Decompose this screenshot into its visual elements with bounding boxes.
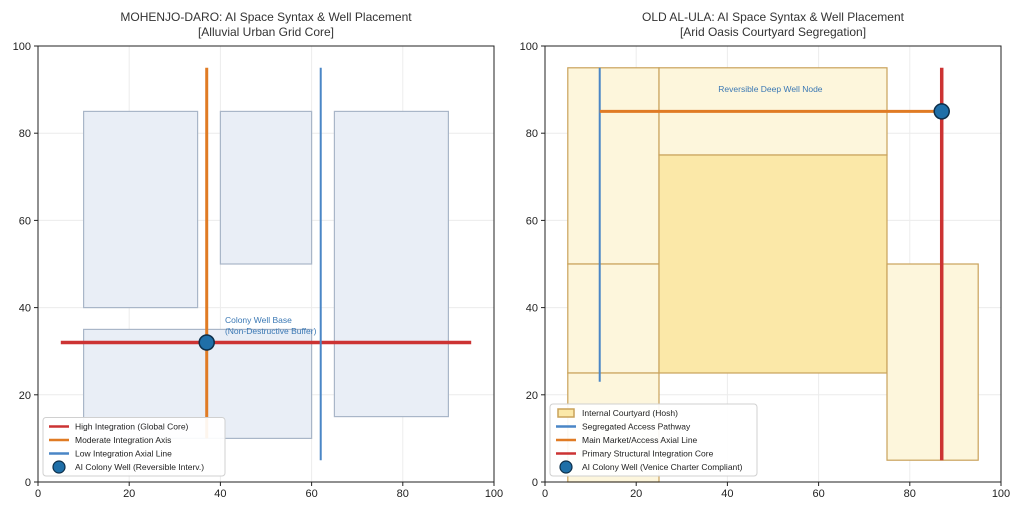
- right-legend-label-4: AI Colony Well (Venice Charter Compliant…: [582, 462, 743, 472]
- left-ytick-label-1: 20: [19, 390, 31, 402]
- left-legend-box: [42, 417, 226, 477]
- right-well-marker: [933, 103, 950, 120]
- left-ytick-label-2: 40: [19, 303, 31, 315]
- left-axes-frame: [37, 45, 495, 483]
- left-xtick-label-1: 20: [123, 488, 135, 500]
- chart-left: MOHENJO-DARO: AI Space Syntax & Well Pla…: [13, 10, 504, 500]
- chart-right-plot: Reversible Deep Well Node 0 20 40 60 80 100 0 20…: [520, 41, 1011, 500]
- left-xtick-label-0: 0: [35, 488, 41, 500]
- right-xtick-label-4: 80: [904, 488, 916, 500]
- right-ytick-label-1: 20: [526, 390, 538, 402]
- right-legend-label-3: Primary Structural Integration Core: [582, 449, 714, 459]
- right-xtick-label-5: 100: [992, 488, 1010, 500]
- left-xtick-label-5: 100: [485, 488, 503, 500]
- right-block-2: [567, 263, 660, 374]
- left-legend-label-0: High Integration (Global Core): [75, 422, 189, 432]
- right-block-0: [567, 67, 660, 265]
- left-xtick-label-2: 40: [214, 488, 226, 500]
- right-legend-swatch-0: [557, 408, 575, 418]
- right-axes-frame: [544, 45, 1002, 483]
- chart-right-subtitle: [Arid Oasis Courtyard Segregation]: [680, 25, 866, 39]
- right-ytick-label-0: 0: [532, 477, 538, 489]
- left-legend-label-3: AI Colony Well (Reversible Interv.): [75, 462, 204, 472]
- left-ytick-label-3: 60: [19, 215, 31, 227]
- right-xtick-label-1: 20: [630, 488, 642, 500]
- right-ytick-label-3: 60: [526, 215, 538, 227]
- right-block-4: [658, 154, 888, 374]
- left-block-0: [82, 110, 199, 309]
- left-legend-label-2: Low Integration Axial Line: [75, 449, 172, 459]
- left-xtick-label-4: 80: [397, 488, 409, 500]
- left-xtick-label-3: 60: [305, 488, 317, 500]
- right-xtick-label-0: 0: [542, 488, 548, 500]
- left-legend-label-1: Moderate Integration Axis: [75, 435, 171, 445]
- left-legend-swatch-3: [52, 460, 66, 474]
- chart-right: OLD AL-ULA: AI Space Syntax & Well Place…: [520, 10, 1011, 500]
- right-ytick-label-5: 100: [520, 41, 538, 53]
- right-annotation: Reversible Deep Well Node: [718, 84, 823, 94]
- right-ytick-label-2: 40: [526, 303, 538, 315]
- left-annotation: Colony Well Base: [225, 315, 292, 325]
- right-block-5: [886, 263, 979, 461]
- left-annotation-line2: (Non-Destructive Buffer): [225, 326, 317, 336]
- left-block-2: [333, 110, 449, 418]
- right-legend-label-2: Main Market/Access Axial Line: [582, 435, 698, 445]
- left-ytick-label-5: 100: [13, 41, 31, 53]
- chart-left-plot: Colony Well Base(Non-Destructive Buffer)…: [13, 41, 504, 500]
- right-xtick-label-3: 60: [812, 488, 824, 500]
- left-ytick-label-4: 80: [19, 128, 31, 140]
- right-legend-label-1: Segregated Access Pathway: [582, 422, 691, 432]
- left-ytick-label-0: 0: [25, 477, 31, 489]
- chart-left-title: MOHENJO-DARO: AI Space Syntax & Well Pla…: [120, 10, 412, 24]
- chart-right-title: OLD AL-ULA: AI Space Syntax & Well Place…: [642, 10, 905, 24]
- right-ytick-label-4: 80: [526, 128, 538, 140]
- left-well-marker: [198, 334, 215, 351]
- left-block-1: [219, 110, 313, 265]
- right-xtick-label-2: 40: [721, 488, 733, 500]
- right-legend-box: [549, 403, 758, 477]
- chart-left-subtitle: [Alluvial Urban Grid Core]: [198, 25, 334, 39]
- right-legend-swatch-4: [559, 460, 573, 474]
- right-legend-label-0: Internal Courtyard (Hosh): [582, 408, 678, 418]
